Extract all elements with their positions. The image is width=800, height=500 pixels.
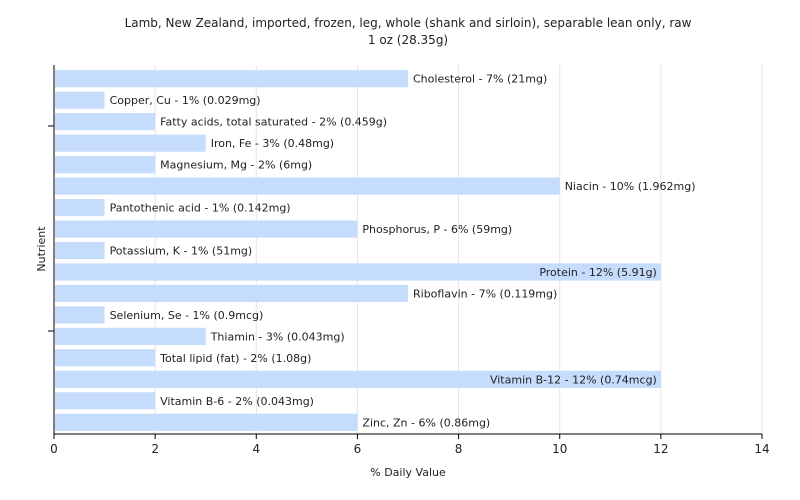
bar-label: Protein - 12% (5.91g): [539, 266, 657, 279]
x-tick-label: 2: [151, 442, 159, 456]
x-tick-label: 10: [552, 442, 567, 456]
bar[interactable]: [55, 91, 105, 109]
bar-label: Fatty acids, total saturated - 2% (0.459…: [160, 116, 387, 129]
bar[interactable]: [55, 263, 661, 281]
bar-label: Magnesium, Mg - 2% (6mg): [160, 159, 312, 172]
bar[interactable]: [55, 327, 206, 345]
bar[interactable]: [55, 177, 560, 195]
bar[interactable]: [55, 220, 358, 238]
bar-label: Selenium, Se - 1% (0.9mcg): [110, 309, 264, 322]
bar-label: Iron, Fe - 3% (0.48mg): [211, 137, 334, 150]
x-tick-label: 14: [754, 442, 769, 456]
bar-label: Total lipid (fat) - 2% (1.08g): [159, 352, 311, 365]
bar[interactable]: [55, 70, 408, 88]
x-tick-label: 12: [653, 442, 668, 456]
bar[interactable]: [55, 113, 156, 131]
bar-label: Pantothenic acid - 1% (0.142mg): [110, 202, 291, 215]
x-ticks: 0 2 4 6 8 10 12 14: [50, 434, 770, 456]
bar-label: Cholesterol - 7% (21mg): [413, 73, 547, 86]
bar[interactable]: [55, 156, 156, 174]
bar-label: Riboflavin - 7% (0.119mg): [413, 287, 557, 300]
x-tick-label: 8: [455, 442, 463, 456]
bar-label: Copper, Cu - 1% (0.029mg): [110, 94, 261, 107]
bar[interactable]: [55, 413, 358, 431]
bar-label: Thiamin - 3% (0.043mg): [210, 330, 345, 343]
bar[interactable]: [55, 284, 408, 303]
bar[interactable]: [55, 392, 156, 410]
axes: [48, 65, 762, 435]
chart-subtitle: 1 oz (28.35g): [368, 33, 448, 47]
bars-group: Cholesterol - 7% (21mg) Copper, Cu - 1% (…: [55, 70, 695, 431]
bar-label: Potassium, K - 1% (51mg): [110, 245, 253, 258]
bar[interactable]: [55, 349, 156, 367]
bar-label: Vitamin B-12 - 12% (0.74mcg): [490, 373, 657, 386]
y-axis-title: Nutrient: [35, 226, 48, 272]
x-axis-title: % Daily Value: [370, 466, 446, 479]
bar[interactable]: [55, 134, 206, 152]
x-tick-label: 6: [354, 442, 362, 456]
bar-label: Niacin - 10% (1.962mg): [565, 180, 696, 193]
bar-label: Zinc, Zn - 6% (0.86mg): [362, 416, 490, 429]
bar[interactable]: [55, 370, 661, 388]
bar[interactable]: [55, 306, 105, 324]
bar[interactable]: [55, 241, 105, 260]
bar-label: Phosphorus, P - 6% (59mg): [362, 223, 512, 236]
chart-title: Lamb, New Zealand, imported, frozen, leg…: [125, 16, 692, 30]
bar[interactable]: [55, 198, 105, 217]
x-tick-label: 4: [252, 442, 260, 456]
x-tick-label: 0: [50, 442, 58, 456]
grid-lines: [154, 65, 763, 434]
bar-label: Vitamin B-6 - 2% (0.043mg): [160, 395, 314, 408]
